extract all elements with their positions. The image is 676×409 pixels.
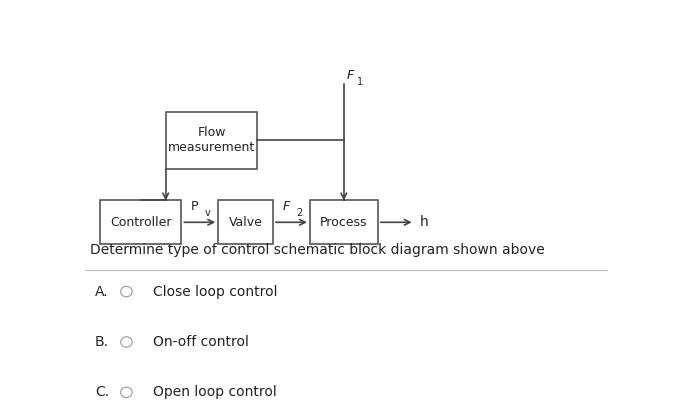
Ellipse shape	[120, 286, 132, 297]
Text: Open loop control: Open loop control	[153, 385, 276, 399]
Text: Valve: Valve	[228, 216, 262, 229]
Ellipse shape	[120, 337, 132, 347]
Text: On-off control: On-off control	[153, 335, 249, 349]
Text: Controller: Controller	[110, 216, 172, 229]
Bar	[166, 112, 258, 169]
Text: P: P	[191, 200, 198, 213]
Text: B.: B.	[95, 335, 109, 349]
Text: 2: 2	[296, 208, 302, 218]
Text: Determine type of control schematic block diagram shown above: Determine type of control schematic bloc…	[90, 243, 544, 257]
Ellipse shape	[120, 387, 132, 398]
Text: Flow
measurement: Flow measurement	[168, 126, 255, 155]
Text: C.: C.	[95, 385, 109, 399]
Text: h: h	[420, 215, 429, 229]
Text: F: F	[283, 200, 290, 213]
Text: F: F	[346, 69, 354, 82]
Text: 1: 1	[357, 77, 363, 87]
Text: Process: Process	[320, 216, 368, 229]
Bar	[310, 200, 378, 244]
Bar	[100, 200, 181, 244]
Bar	[218, 200, 273, 244]
Text: v: v	[205, 208, 210, 218]
Text: A.: A.	[95, 285, 109, 299]
Text: Close loop control: Close loop control	[153, 285, 277, 299]
